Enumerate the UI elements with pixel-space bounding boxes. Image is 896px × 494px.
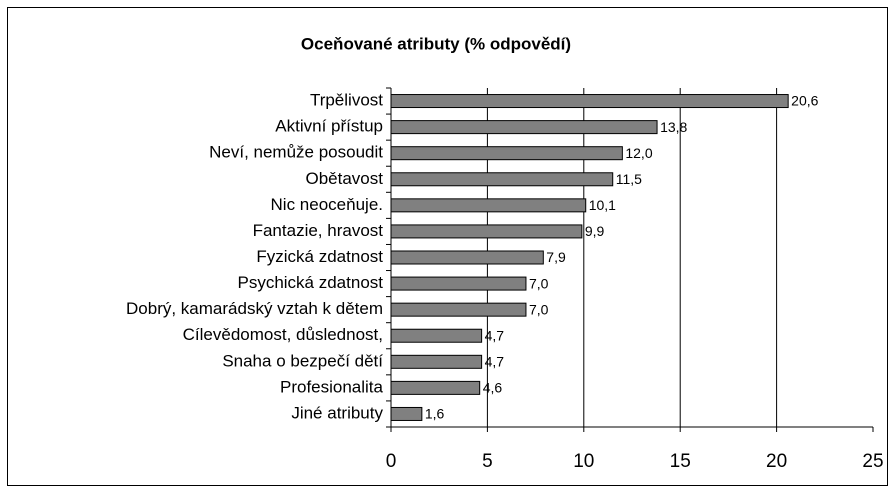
data-label: 11,5 [616,171,642,187]
data-label: 13,8 [660,119,687,135]
bar [390,380,481,395]
data-label: 9,9 [585,223,605,239]
data-label: 20,6 [791,93,818,109]
x-tick-label: 25 [862,451,883,472]
bar [390,94,789,109]
bar [390,224,583,239]
data-label: 12,0 [625,145,652,161]
data-label: 1,6 [425,406,445,422]
data-label: 7,9 [546,249,566,265]
data-label: 7,0 [529,275,549,291]
bar [390,250,544,265]
y-tick-label: Jiné atributy [291,403,383,422]
bar [390,146,623,161]
chart-title: Oceňované atributy (% odpovědí) [301,34,571,53]
y-tick-label: Snaha o bezpečí dětí [222,351,383,370]
x-tick-label: 5 [482,451,493,472]
data-label: 10,1 [589,197,616,213]
data-label: 4,6 [483,380,503,396]
y-tick-label: Cílevědomost, důslednost, [183,325,383,344]
bar [390,302,527,317]
bar [390,406,423,421]
bar [390,328,483,343]
y-tick-label: Nic neoceňuje. [271,195,383,214]
bar [390,198,587,213]
bar [390,120,658,135]
x-tick-label: 15 [670,451,691,472]
y-tick-label: Fyzická zdatnost [256,247,383,266]
y-tick-label: Dobrý, kamarádský vztah k dětem [126,299,383,318]
bar [390,172,614,187]
data-label: 4,7 [485,354,505,370]
y-tick-label: Fantazie, hravost [253,221,384,240]
y-tick-label: Neví, nemůže posoudit [209,143,383,162]
y-tick-label: Trpělivost [310,91,383,110]
bar [390,354,483,369]
data-label: 4,7 [485,327,505,343]
y-tick-label: Obětavost [306,169,384,188]
chart-border [7,7,888,486]
data-label: 7,0 [529,301,549,317]
bar [390,276,527,291]
y-tick-label: Psychická zdatnost [237,273,383,292]
y-tick-label: Profesionalita [280,377,384,396]
x-tick-label: 0 [386,451,397,472]
y-tick-label: Aktivní přístup [275,117,383,136]
x-tick-label: 10 [573,451,594,472]
x-tick-label: 20 [766,451,787,472]
